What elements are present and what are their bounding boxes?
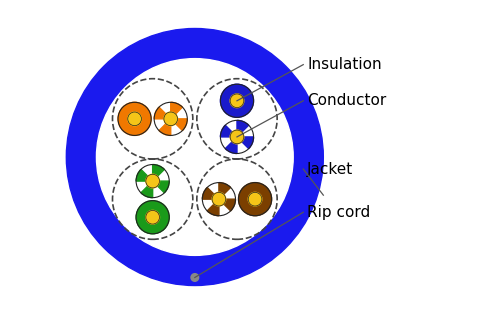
Circle shape	[230, 130, 244, 144]
Wedge shape	[136, 169, 153, 181]
Circle shape	[128, 112, 142, 126]
Circle shape	[203, 183, 236, 216]
Circle shape	[164, 112, 178, 126]
Wedge shape	[153, 181, 169, 193]
Wedge shape	[219, 199, 236, 211]
Wedge shape	[141, 181, 153, 198]
Wedge shape	[154, 107, 171, 119]
Circle shape	[136, 201, 169, 234]
Circle shape	[220, 84, 253, 117]
Wedge shape	[225, 137, 237, 154]
Circle shape	[239, 183, 272, 216]
Wedge shape	[219, 183, 230, 199]
Circle shape	[191, 274, 199, 281]
Circle shape	[248, 192, 262, 206]
Text: Conductor: Conductor	[307, 93, 386, 108]
Wedge shape	[171, 102, 182, 119]
Text: Jacket: Jacket	[307, 161, 353, 176]
Text: Insulation: Insulation	[307, 57, 382, 72]
Text: Rip cord: Rip cord	[307, 205, 371, 220]
Circle shape	[212, 192, 226, 206]
Circle shape	[146, 174, 159, 188]
Circle shape	[136, 165, 169, 198]
Circle shape	[96, 59, 293, 255]
Wedge shape	[220, 125, 237, 137]
Wedge shape	[203, 187, 219, 199]
Wedge shape	[159, 119, 171, 135]
Circle shape	[146, 210, 159, 224]
Wedge shape	[171, 119, 187, 131]
Wedge shape	[207, 199, 219, 216]
Circle shape	[154, 102, 187, 135]
Circle shape	[220, 120, 253, 154]
Wedge shape	[237, 137, 253, 149]
Circle shape	[230, 94, 244, 108]
Wedge shape	[153, 165, 164, 181]
Circle shape	[66, 29, 324, 285]
Wedge shape	[237, 120, 249, 137]
Circle shape	[118, 102, 151, 135]
